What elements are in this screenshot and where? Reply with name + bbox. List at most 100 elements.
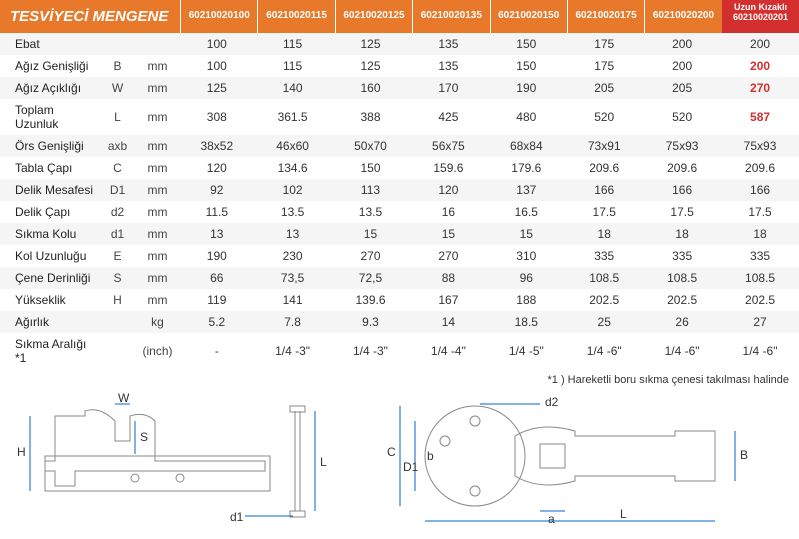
- spec-value: 72,5: [332, 267, 410, 289]
- spec-value: 125: [332, 55, 410, 77]
- spec-value: 170: [409, 77, 487, 99]
- spec-value: 15: [487, 223, 565, 245]
- spec-unit: [135, 33, 180, 55]
- spec-value: 15: [409, 223, 487, 245]
- spec-value: 108.5: [721, 267, 799, 289]
- spec-value: 230: [254, 245, 332, 267]
- spec-value: 160: [332, 77, 410, 99]
- spec-unit: mm: [135, 289, 180, 311]
- table-row: Toplam UzunlukLmm308361.5388425480520520…: [0, 99, 799, 135]
- spec-value: 205: [565, 77, 643, 99]
- spec-symbol: [100, 311, 135, 333]
- spec-value: 1/4 -6": [643, 333, 721, 369]
- spec-value: 202.5: [643, 289, 721, 311]
- spec-label: Örs Genişliği: [0, 135, 100, 157]
- table-row: Sıkma Kolud1mm1313151515181818: [0, 223, 799, 245]
- dim-bb: B: [740, 448, 748, 462]
- spec-value: 9.3: [332, 311, 410, 333]
- spec-unit: kg: [135, 311, 180, 333]
- spec-value: 50x70: [332, 135, 410, 157]
- product-code: 60210020135: [412, 0, 489, 33]
- spec-value: 25: [565, 311, 643, 333]
- footnote: *1 ) Hareketli boru sıkma çenesi takılma…: [0, 369, 799, 391]
- spec-symbol: S: [100, 267, 135, 289]
- spec-value: 120: [409, 179, 487, 201]
- spec-value: 388: [332, 99, 410, 135]
- table-row: Ağırlıkkg5.27.89.31418.5252627: [0, 311, 799, 333]
- product-code: 60210020100: [180, 0, 257, 33]
- variant-badge: Uzun Kızaklı 60210020201: [722, 0, 799, 33]
- variant-label: Uzun Kızaklı: [724, 2, 797, 12]
- spec-value: 200: [721, 55, 799, 77]
- spec-value: 1/4 -3": [332, 333, 410, 369]
- spec-value: 66: [180, 267, 254, 289]
- spec-value: 335: [565, 245, 643, 267]
- spec-value: 18: [721, 223, 799, 245]
- product-code: 60210020200: [644, 0, 721, 33]
- spec-value: 125: [332, 33, 410, 55]
- dim-w: W: [118, 391, 130, 405]
- spec-unit: mm: [135, 55, 180, 77]
- dim-a: a: [548, 512, 555, 526]
- spec-value: 202.5: [721, 289, 799, 311]
- spec-value: 11.5: [180, 201, 254, 223]
- spec-value: 520: [565, 99, 643, 135]
- spec-value: 56x75: [409, 135, 487, 157]
- variant-code: 60210020201: [724, 12, 797, 22]
- spec-value: 38x52: [180, 135, 254, 157]
- spec-symbol: L: [100, 99, 135, 135]
- spec-value: 5.2: [180, 311, 254, 333]
- spec-value: 425: [409, 99, 487, 135]
- dim-c: C: [387, 445, 396, 459]
- dim-l: L: [320, 455, 327, 469]
- spec-value: 13: [180, 223, 254, 245]
- spec-value: 68x84: [487, 135, 565, 157]
- spec-symbol: H: [100, 289, 135, 311]
- spec-value: 188: [487, 289, 565, 311]
- spec-symbol: D1: [100, 179, 135, 201]
- spec-value: 175: [565, 33, 643, 55]
- spec-value: 16: [409, 201, 487, 223]
- spec-symbol: [100, 333, 135, 369]
- spec-value: 100: [180, 55, 254, 77]
- top-view-diagram: C D1 b d2 a B L: [365, 396, 785, 529]
- product-code: 60210020115: [257, 0, 334, 33]
- spec-value: 200: [643, 55, 721, 77]
- spec-value: 335: [643, 245, 721, 267]
- spec-label: Ağırlık: [0, 311, 100, 333]
- spec-value: 166: [565, 179, 643, 201]
- spec-value: 137: [487, 179, 565, 201]
- spec-symbol: W: [100, 77, 135, 99]
- spec-value: 96: [487, 267, 565, 289]
- spec-symbol: E: [100, 245, 135, 267]
- spec-value: 270: [332, 245, 410, 267]
- spec-symbol: C: [100, 157, 135, 179]
- dim-l2: L: [620, 507, 627, 521]
- spec-value: 17.5: [721, 201, 799, 223]
- spec-label: Ebat: [0, 33, 100, 55]
- table-row: YükseklikHmm119141139.6167188202.5202.52…: [0, 289, 799, 311]
- spec-value: 200: [721, 33, 799, 55]
- spec-value: 209.6: [721, 157, 799, 179]
- spec-value: 17.5: [565, 201, 643, 223]
- product-title: TESVİYECİ MENGENE: [0, 0, 180, 33]
- spec-value: 308: [180, 99, 254, 135]
- spec-unit: mm: [135, 201, 180, 223]
- spec-value: 190: [487, 77, 565, 99]
- spec-value: 150: [332, 157, 410, 179]
- spec-value: 113: [332, 179, 410, 201]
- table-header: TESVİYECİ MENGENE 6021002010060210020115…: [0, 0, 799, 33]
- table-row: Delik MesafesiD1mm9210211312013716616616…: [0, 179, 799, 201]
- spec-value: 202.5: [565, 289, 643, 311]
- spec-value: 166: [721, 179, 799, 201]
- spec-unit: mm: [135, 223, 180, 245]
- spec-label: Delik Çapı: [0, 201, 100, 223]
- spec-value: 200: [643, 33, 721, 55]
- spec-value: 140: [254, 77, 332, 99]
- spec-label: Toplam Uzunluk: [0, 99, 100, 135]
- spec-value: 13: [254, 223, 332, 245]
- spec-value: 46x60: [254, 135, 332, 157]
- spec-label: Ağız Genişliği: [0, 55, 100, 77]
- spec-value: 270: [721, 77, 799, 99]
- spec-value: 18.5: [487, 311, 565, 333]
